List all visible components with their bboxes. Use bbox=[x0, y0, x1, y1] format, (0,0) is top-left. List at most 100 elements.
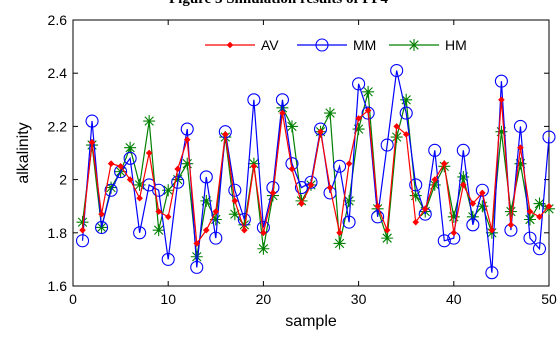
series-point-av bbox=[374, 202, 381, 210]
series-point-av bbox=[126, 176, 134, 183]
series-point-av bbox=[231, 197, 239, 205]
x-tick-label: 50 bbox=[541, 291, 557, 307]
series-point-hm bbox=[162, 184, 175, 197]
x-tick-label: 40 bbox=[446, 291, 462, 307]
series-point-hm bbox=[523, 213, 536, 226]
series-point-hm bbox=[257, 242, 270, 255]
series-point-mm bbox=[475, 183, 489, 197]
series-point-av bbox=[498, 96, 505, 104]
series-point-hm bbox=[76, 216, 89, 229]
series-point-av bbox=[336, 229, 343, 237]
series-point-av bbox=[107, 160, 115, 167]
series-point-av bbox=[317, 128, 324, 136]
series-point-mm bbox=[247, 93, 261, 107]
x-axis-label: sample bbox=[285, 313, 337, 330]
series-layer bbox=[75, 63, 556, 280]
series-point-hm bbox=[228, 208, 241, 221]
series-point-mm bbox=[133, 226, 147, 240]
series-point-av bbox=[355, 115, 362, 122]
series-point-av bbox=[174, 165, 182, 173]
series-point-av bbox=[412, 218, 420, 226]
series-point-hm bbox=[276, 101, 289, 114]
legend-label-hm: HM bbox=[445, 37, 467, 53]
series-point-hm bbox=[181, 157, 194, 170]
y-tick-label: 2.4 bbox=[48, 65, 68, 81]
series-point-av bbox=[421, 205, 429, 213]
series-point-mm bbox=[95, 220, 109, 235]
series-point-av bbox=[260, 229, 267, 237]
series-point-mm bbox=[390, 63, 404, 78]
series-point-hm bbox=[466, 210, 479, 223]
series-point-mm bbox=[494, 74, 508, 88]
series-point-mm bbox=[180, 122, 194, 136]
series-point-av bbox=[183, 136, 191, 144]
series-point-mm bbox=[342, 215, 356, 229]
series-point-av bbox=[212, 208, 220, 215]
series-point-hm bbox=[343, 194, 356, 207]
series-point-mm bbox=[123, 151, 137, 165]
series-point-av bbox=[517, 144, 524, 151]
series-point-av bbox=[469, 200, 477, 207]
series-point-av bbox=[450, 229, 458, 237]
series-point-hm bbox=[124, 141, 137, 154]
legend-label-mm: MM bbox=[353, 37, 376, 53]
series-point-hm bbox=[390, 131, 403, 144]
series-point-av bbox=[202, 226, 210, 234]
series-point-mm bbox=[209, 231, 223, 245]
series-point-hm bbox=[352, 123, 365, 136]
series-point-av bbox=[250, 162, 258, 170]
series-point-hm bbox=[533, 197, 546, 210]
series-point-av bbox=[507, 221, 515, 229]
series-point-hm bbox=[143, 115, 156, 128]
y-tick-label: 2.6 bbox=[48, 12, 68, 28]
axes: 1.6 1.8 2 2.2 2.4 2.6 0 10 20 30 40 50 sample alkalin… bbox=[15, 12, 557, 330]
series-point-mm bbox=[161, 252, 175, 266]
series-point-hm bbox=[152, 224, 165, 237]
chart-title: Figure 3 Simulation results of PF4 bbox=[0, 0, 557, 8]
series-point-av bbox=[488, 226, 496, 234]
series-point-hm bbox=[428, 178, 441, 191]
series-point-hm bbox=[447, 210, 460, 223]
series-point-hm bbox=[504, 205, 517, 218]
series-point-mm bbox=[85, 114, 99, 128]
series-point-hm bbox=[362, 85, 375, 98]
series-point-av bbox=[164, 213, 172, 221]
series-point-av bbox=[298, 200, 305, 207]
series-point-av bbox=[402, 131, 410, 138]
series-point-av bbox=[193, 240, 201, 247]
series-point-av bbox=[326, 184, 334, 191]
series-point-mm bbox=[352, 77, 366, 91]
series-point-av bbox=[393, 123, 400, 130]
x-tick-label: 30 bbox=[351, 291, 367, 307]
x-tick-label: 0 bbox=[69, 291, 77, 307]
series-point-av bbox=[479, 189, 486, 197]
series-point-av bbox=[241, 226, 248, 234]
series-point-mm bbox=[523, 231, 537, 245]
series-point-mm bbox=[304, 175, 318, 189]
series-point-mm bbox=[237, 212, 251, 227]
x-tick-label: 20 bbox=[256, 291, 272, 307]
series-point-av bbox=[279, 109, 286, 117]
series-point-mm bbox=[190, 260, 204, 274]
series-point-av bbox=[145, 149, 153, 157]
series-point-mm bbox=[428, 143, 442, 157]
series-point-mm bbox=[371, 210, 385, 224]
series-point-hm bbox=[476, 200, 489, 213]
series-point-mm bbox=[485, 266, 499, 280]
series-point-mm bbox=[380, 138, 394, 152]
series-point-mm bbox=[513, 119, 527, 133]
series-point-hm bbox=[495, 125, 508, 138]
series-point-av bbox=[345, 160, 353, 167]
series-point-hm bbox=[105, 181, 118, 194]
series-point-av bbox=[98, 210, 105, 218]
series-point-hm bbox=[133, 178, 146, 191]
series-point-av bbox=[440, 160, 448, 167]
series-point-av bbox=[364, 107, 372, 114]
series-point-mm bbox=[409, 178, 423, 192]
series-point-av bbox=[222, 131, 229, 138]
legend: AV MM HM bbox=[205, 37, 467, 53]
series-point-mm bbox=[104, 183, 118, 197]
series-point-hm bbox=[514, 157, 527, 170]
series-point-av bbox=[136, 194, 143, 202]
